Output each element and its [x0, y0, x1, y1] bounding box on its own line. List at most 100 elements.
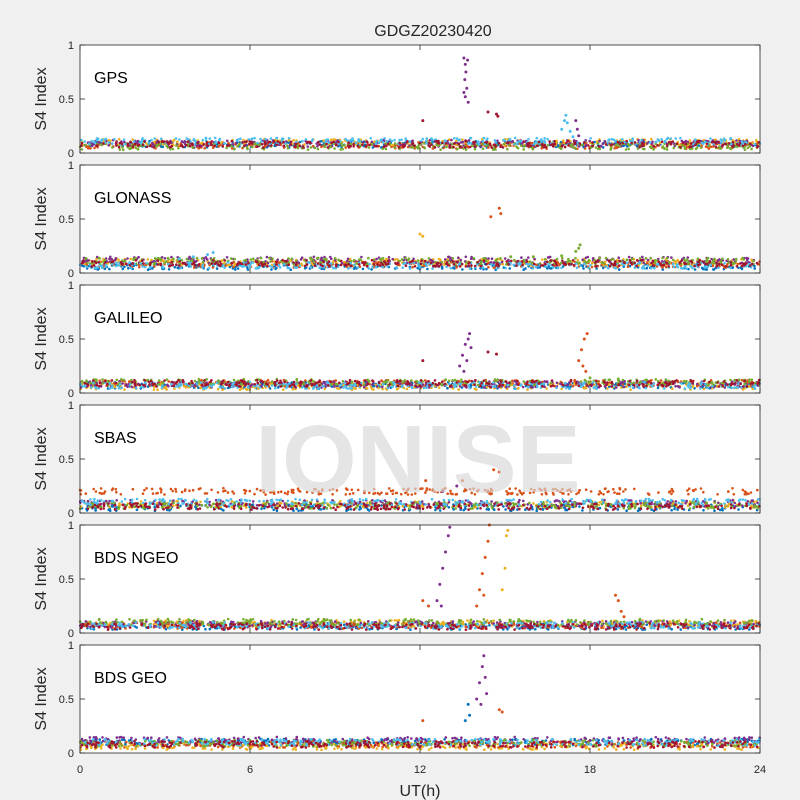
data-point — [294, 142, 298, 146]
data-point — [115, 140, 118, 143]
data-point — [159, 263, 162, 267]
data-point — [195, 256, 199, 260]
data-point — [649, 256, 652, 260]
data-point — [665, 256, 669, 260]
data-point — [80, 379, 84, 383]
data-point — [626, 265, 630, 269]
data-point — [750, 147, 753, 151]
data-point — [398, 141, 402, 145]
data-point — [596, 142, 600, 145]
data-point — [90, 144, 94, 148]
data-point — [357, 138, 360, 141]
data-point — [266, 261, 270, 265]
data-point — [459, 258, 463, 262]
data-point — [610, 137, 614, 141]
data-point — [107, 141, 111, 144]
data-point — [546, 380, 549, 384]
data-point — [400, 258, 404, 261]
data-point — [141, 137, 144, 140]
data-point — [547, 263, 550, 266]
data-point — [269, 260, 272, 263]
data-point — [337, 140, 340, 144]
data-point — [171, 257, 175, 261]
data-point — [131, 262, 135, 265]
data-point — [334, 138, 337, 141]
data-point — [154, 257, 158, 261]
data-point — [337, 387, 341, 390]
data-point — [256, 141, 259, 145]
data-point — [273, 140, 276, 143]
data-point — [455, 137, 459, 140]
data-point — [110, 142, 114, 145]
data-point — [676, 265, 680, 269]
data-point — [560, 127, 564, 131]
data-point — [567, 144, 570, 147]
data-point — [650, 146, 654, 149]
data-point — [126, 257, 129, 260]
data-point — [630, 141, 633, 145]
data-point — [713, 138, 717, 142]
data-point — [705, 257, 709, 261]
data-point — [724, 265, 727, 268]
data-point — [286, 266, 290, 270]
data-point — [531, 147, 535, 151]
data-point — [738, 142, 742, 145]
data-point — [721, 257, 724, 261]
data-point — [138, 265, 141, 269]
data-point — [302, 146, 305, 149]
data-point — [610, 143, 613, 146]
data-point — [398, 138, 401, 142]
data-point — [608, 264, 612, 268]
data-point — [507, 141, 510, 144]
data-point — [159, 145, 163, 148]
data-point — [146, 258, 150, 261]
data-point — [424, 381, 428, 385]
data-point — [411, 139, 415, 143]
data-point — [226, 263, 230, 267]
data-point — [685, 267, 688, 270]
data-point — [497, 141, 501, 145]
data-point — [743, 263, 746, 267]
data-point — [620, 262, 624, 266]
data-point — [560, 266, 563, 270]
data-point — [575, 127, 579, 131]
data-point — [568, 129, 572, 133]
data-point — [362, 383, 366, 387]
data-point — [365, 264, 369, 268]
data-point — [607, 383, 611, 387]
data-point — [263, 262, 267, 266]
data-point — [586, 260, 590, 264]
data-point — [715, 265, 718, 268]
data-point — [485, 267, 488, 271]
data-point — [104, 137, 108, 141]
data-point — [758, 260, 761, 263]
data-point — [451, 257, 455, 260]
data-point — [614, 267, 618, 270]
data-point — [242, 138, 245, 142]
data-point — [612, 263, 616, 266]
data-point — [453, 136, 456, 140]
data-point — [534, 265, 538, 269]
data-point — [129, 140, 132, 144]
y-tick-label: 0 — [68, 268, 74, 280]
data-point — [513, 258, 516, 262]
data-point — [140, 259, 144, 263]
data-point — [674, 137, 678, 140]
data-point — [716, 259, 720, 263]
data-point — [298, 264, 302, 268]
data-point — [248, 140, 251, 143]
data-point — [189, 139, 192, 143]
data-point — [612, 257, 615, 261]
data-point — [441, 141, 444, 145]
data-point — [493, 378, 497, 381]
data-point — [450, 138, 453, 142]
data-point — [608, 378, 612, 382]
data-point — [282, 140, 285, 144]
data-point — [495, 258, 499, 261]
data-point — [94, 261, 98, 265]
data-point — [433, 264, 437, 268]
data-point — [127, 266, 130, 270]
data-point — [674, 384, 677, 388]
feature-4-points — [574, 119, 581, 138]
series-7-points — [80, 139, 760, 149]
